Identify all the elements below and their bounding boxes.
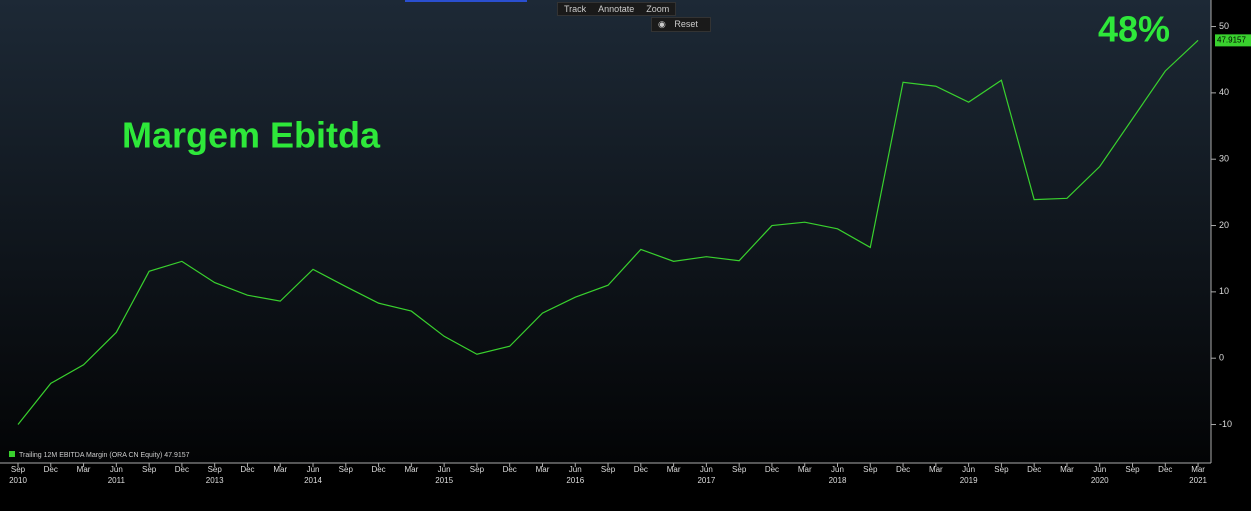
y-tick-label: -10: [1219, 419, 1232, 429]
y-tick-label: 0: [1219, 353, 1224, 363]
legend-entry: Trailing 12M EBITDA Margin (ORA CN Equit…: [19, 452, 190, 459]
annotation: 48%: [1098, 9, 1170, 50]
x-tick-label: Dec: [371, 465, 385, 474]
x-tick-label: Dec: [765, 465, 779, 474]
x-tick-label: Dec: [1027, 465, 1041, 474]
x-tick-label: Sep: [994, 465, 1009, 474]
x-tick-label: Sep: [470, 465, 485, 474]
x-tick-label: Dec: [44, 465, 58, 474]
x-tick-label: Sep: [732, 465, 747, 474]
x-year-label: 2017: [697, 476, 715, 485]
reset-label[interactable]: Reset: [674, 19, 698, 29]
plot-area: [0, 0, 1211, 463]
x-tick-label: Jun: [700, 465, 713, 474]
x-tick-label: Dec: [240, 465, 254, 474]
x-tick-label: Jun: [962, 465, 975, 474]
x-tick-label: Sep: [1125, 465, 1140, 474]
x-tick-label: Dec: [503, 465, 517, 474]
x-year-label: 2010: [9, 476, 27, 485]
button[interactable]: Annotate: [598, 4, 635, 14]
series-line: [17, 39, 1199, 425]
y-tick-label: 50: [1219, 21, 1229, 31]
x-tick-label: Mar: [404, 465, 418, 474]
y-tick-label: 40: [1219, 87, 1229, 97]
x-year-label: 2018: [829, 476, 847, 485]
x-year-label: 2016: [566, 476, 584, 485]
x-tick-label: Jun: [438, 465, 451, 474]
x-year-label: 2015: [435, 476, 453, 485]
x-tick-label: Dec: [1158, 465, 1172, 474]
x-tick-label: Sep: [142, 465, 157, 474]
x-year-label: 2020: [1091, 476, 1109, 485]
legend-value: 47.9157: [164, 452, 189, 459]
y-tick-label: 20: [1219, 220, 1229, 230]
x-tick-label: Jun: [110, 465, 123, 474]
last-value-tag-bg: [1215, 34, 1251, 47]
x-tick-label: Mar: [667, 465, 681, 474]
annotation: Margem Ebitda: [122, 115, 381, 156]
top-accent: [405, 0, 527, 2]
x-tick-label: Sep: [339, 465, 354, 474]
x-tick-label: Jun: [307, 465, 320, 474]
reset-bar: ◉ Reset: [651, 17, 711, 32]
x-tick-label: Sep: [863, 465, 878, 474]
button[interactable]: ◉ Reset: [652, 18, 710, 31]
y-tick-label: 30: [1219, 154, 1229, 164]
x-tick-label: Mar: [273, 465, 287, 474]
x-tick-label: Mar: [929, 465, 943, 474]
x-tick-label: Mar: [1191, 465, 1205, 474]
toolbar: Track Annotate Zoom: [557, 2, 677, 16]
x-tick-label: Mar: [798, 465, 812, 474]
x-tick-label: Dec: [896, 465, 910, 474]
x-tick-label: Mar: [77, 465, 91, 474]
x-tick-label: Jun: [1093, 465, 1106, 474]
x-tick-label: Sep: [11, 465, 26, 474]
x-year-label: 2011: [108, 476, 126, 485]
x-tick-label: Mar: [1060, 465, 1074, 474]
x-year-label: 2019: [960, 476, 978, 485]
x-tick-label: Sep: [601, 465, 616, 474]
button[interactable]: Track: [564, 4, 587, 14]
button[interactable]: Zoom: [646, 4, 670, 14]
legend-swatch: [9, 451, 15, 457]
x-year-label: 2013: [206, 476, 224, 485]
last-value-tag: 47.9157: [1217, 35, 1246, 44]
x-tick-label: Sep: [208, 465, 223, 474]
legend-name: Trailing 12M EBITDA Margin (ORA CN Equit…: [19, 452, 162, 459]
x-year-label: 2014: [304, 476, 322, 485]
x-tick-label: Jun: [831, 465, 844, 474]
x-tick-label: Dec: [634, 465, 648, 474]
x-tick-label: Jun: [569, 465, 582, 474]
y-tick-label: 10: [1219, 286, 1229, 296]
x-year-label: 2021: [1189, 476, 1207, 485]
x-tick-label: Mar: [536, 465, 550, 474]
x-tick-label: Dec: [175, 465, 189, 474]
